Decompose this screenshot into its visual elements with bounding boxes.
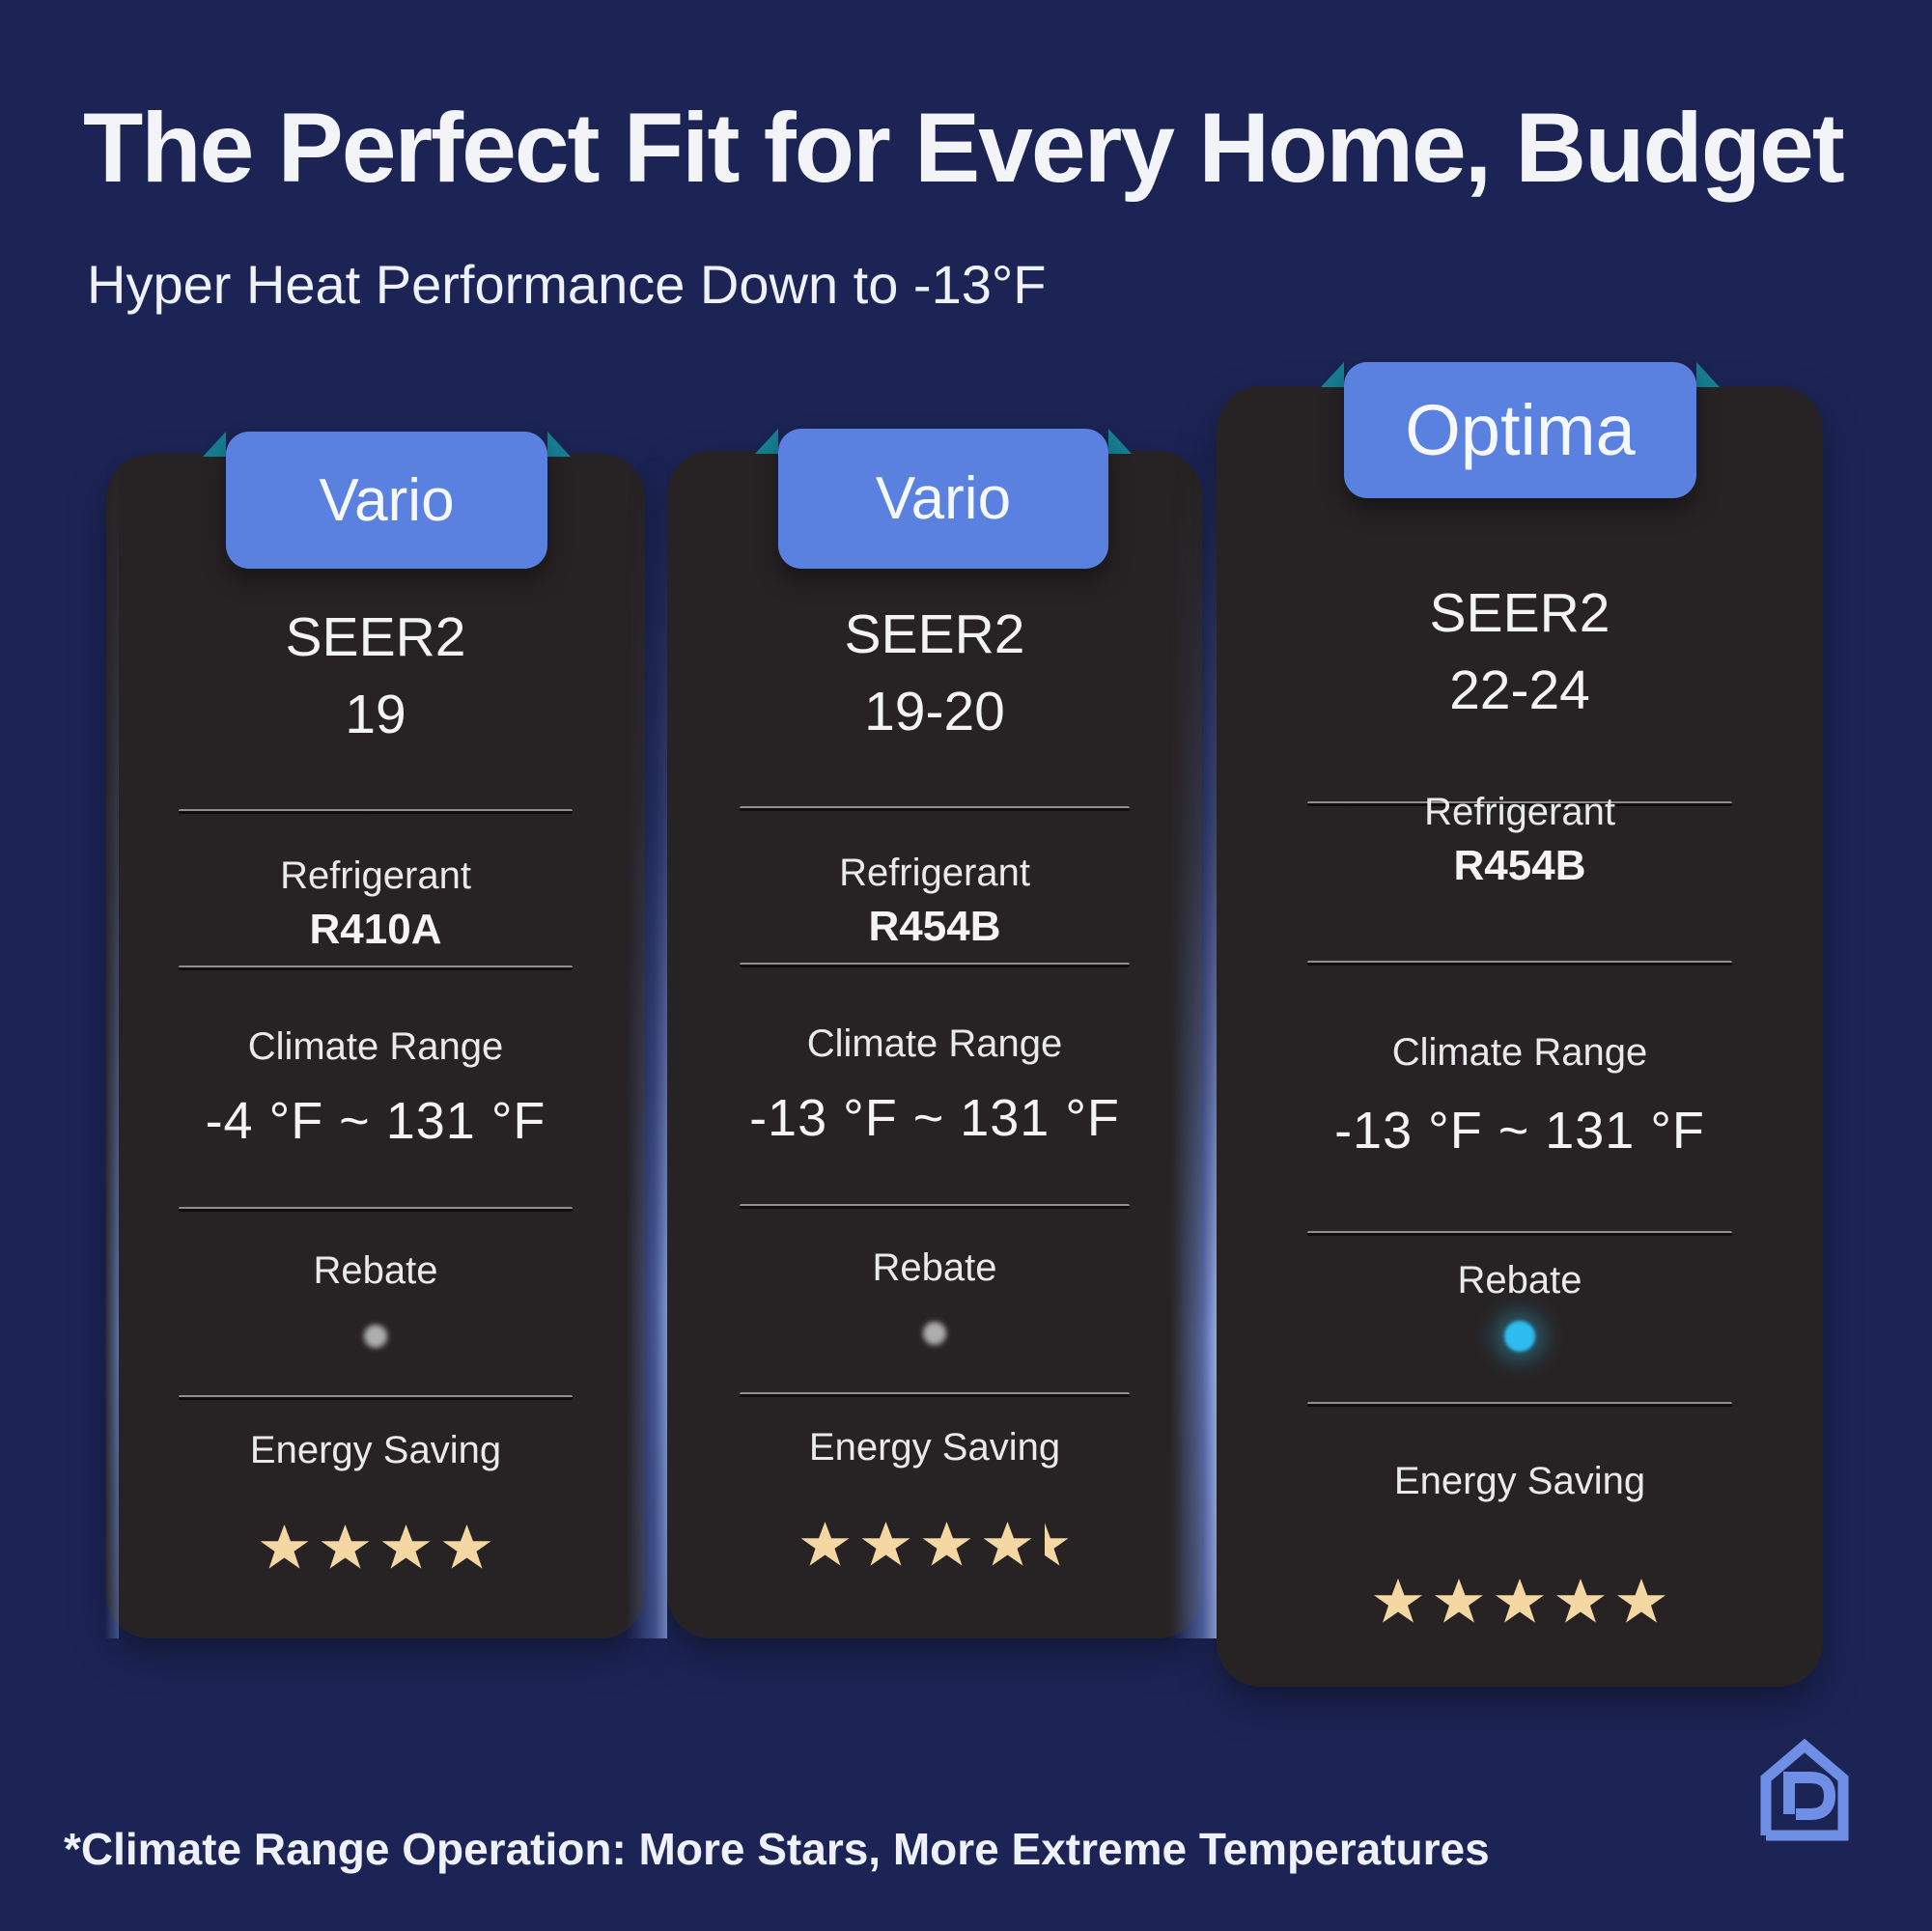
refrigerant-value: R410A [309, 906, 442, 953]
product-card-vario-1: Vario SEER2 19 Refrigerant R410A Climate… [106, 432, 645, 1638]
ribbon-fold-icon [1696, 362, 1720, 387]
card-badge: Vario [778, 429, 1108, 569]
ribbon-fold-icon [755, 429, 778, 454]
ribbon-fold-icon [1321, 362, 1344, 387]
half-star-icon [1044, 1522, 1069, 1568]
divider [1307, 1402, 1732, 1407]
ribbon-fold-icon [203, 432, 226, 457]
star-icon [1556, 1579, 1605, 1623]
divider [179, 1207, 573, 1212]
energy-saving-stars [106, 1521, 645, 1575]
rebate-dot-inactive [364, 1325, 387, 1348]
footnote: *Climate Range Operation: More Stars, Mo… [64, 1824, 1490, 1874]
divider [739, 1392, 1131, 1397]
climate-range-value: -13 °F ~ 131 °F [749, 1089, 1120, 1147]
star-icon [321, 1525, 370, 1569]
divider [739, 806, 1131, 811]
star-icon [1617, 1579, 1666, 1623]
seer-rating: SEER2 19 [285, 606, 466, 745]
page-title: The Perfect Fit for Every Home, Budget [83, 93, 1845, 203]
climate-range-value: -13 °F ~ 131 °F [1334, 1102, 1705, 1160]
house-d-logo-icon [1760, 1738, 1849, 1841]
product-card-vario-2: Vario SEER2 19-20 Refrigerant R454B Clim… [667, 429, 1202, 1638]
energy-saving-label: Energy Saving [1393, 1460, 1646, 1502]
rebate-indicator [667, 1322, 1202, 1345]
star-shape [1044, 1522, 1069, 1566]
divider [179, 966, 573, 970]
star-icon [381, 1525, 431, 1569]
card-badge: Optima [1344, 362, 1696, 498]
rebate-indicator [1217, 1321, 1823, 1352]
star-icon [983, 1522, 1032, 1566]
refrigerant-label: Refrigerant [839, 852, 1030, 894]
refrigerant-value: R454B [868, 903, 1001, 950]
star-icon [1496, 1579, 1544, 1623]
divider [179, 1395, 573, 1400]
seer-rating: SEER2 19-20 [844, 603, 1025, 742]
divider [1307, 801, 1732, 806]
climate-range-label: Climate Range [1391, 1031, 1648, 1074]
refrigerant-label: Refrigerant [280, 854, 471, 897]
energy-saving-label: Energy Saving [249, 1429, 502, 1471]
star-icon [922, 1522, 971, 1566]
ribbon-fold-icon [1108, 429, 1132, 454]
rebate-indicator [106, 1325, 645, 1348]
badge-label: Vario [319, 466, 455, 534]
divider [1307, 961, 1732, 966]
star-icon [260, 1525, 309, 1569]
climate-range-label: Climate Range [806, 1022, 1063, 1065]
ribbon-fold-icon [547, 432, 571, 457]
star-icon [861, 1522, 910, 1566]
divider [1307, 1231, 1732, 1236]
climate-range-label: Climate Range [247, 1025, 504, 1068]
rebate-label: Rebate [1457, 1259, 1582, 1301]
rebate-label: Rebate [872, 1246, 997, 1289]
badge-label: Vario [875, 465, 1012, 532]
energy-saving-stars [667, 1518, 1202, 1572]
divider [739, 1204, 1131, 1209]
divider [179, 809, 573, 814]
star-icon [1374, 1579, 1422, 1623]
rebate-label: Rebate [313, 1249, 438, 1292]
refrigerant-label: Refrigerant [1424, 791, 1615, 833]
badge-label: Optima [1405, 390, 1636, 470]
star-icon [1435, 1579, 1483, 1623]
energy-saving-stars [1217, 1575, 1823, 1629]
page-subtitle: Hyper Heat Performance Down to -13°F [87, 254, 1047, 315]
divider [739, 963, 1131, 967]
refrigerant-value: R454B [1453, 842, 1586, 889]
climate-range-value: -4 °F ~ 131 °F [205, 1092, 546, 1150]
rebate-dot-active [1504, 1321, 1535, 1352]
energy-saving-label: Energy Saving [808, 1426, 1061, 1469]
rebate-dot-inactive [923, 1322, 946, 1345]
star-icon [442, 1525, 491, 1569]
card-badge: Vario [226, 432, 547, 569]
seer-rating: SEER2 22-24 [1429, 582, 1610, 721]
star-icon [800, 1522, 850, 1566]
product-card-optima: Optima SEER2 22-24 Refrigerant R454B Cli… [1217, 362, 1823, 1687]
